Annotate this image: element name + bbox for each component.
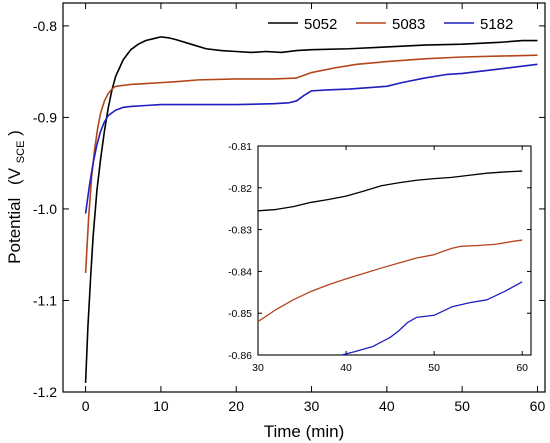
y-axis-title-main: Potential	[5, 198, 24, 264]
main-xtick-label: 10	[153, 398, 169, 414]
legend-label-5052: 5052	[304, 16, 337, 33]
main-xtick-label: 30	[304, 398, 320, 414]
x-axis-title: Time (min)	[264, 422, 345, 441]
main-ytick-label: -0.9	[33, 109, 57, 125]
main-series-lines	[84, 36, 538, 383]
main-axis-ticks: 0 10 20 30 40 50 60 -1.2 -1.1 -1.0 -0.9 -0.8	[33, 3, 546, 414]
inset-xtick-label: 30	[252, 362, 264, 374]
inset-series-5182	[341, 281, 523, 356]
main-ytick-label: -0.8	[33, 18, 57, 34]
inset-ytick-label: -0.83	[228, 225, 252, 237]
main-plot-frame	[62, 2, 546, 393]
inset-axis-ticks: 30 40 50 60 -0.86 -0.85 -0.84 -0.83 -0.82 -0.81	[228, 141, 531, 374]
y-axis-title-unit-subscript: SCE	[15, 141, 27, 164]
main-ytick-label: -1.1	[33, 292, 57, 308]
inset-xtick-label: 40	[340, 362, 352, 374]
y-axis-title-unit-open: (V	[5, 167, 24, 185]
main-xtick-label: 60	[530, 398, 546, 414]
inset-ytick-label: -0.84	[228, 266, 252, 278]
inset-ytick-label: -0.81	[228, 141, 252, 153]
main-xtick-label: 40	[379, 398, 395, 414]
legend: 5052 5083 5182	[268, 16, 513, 33]
main-series-5083	[84, 54, 538, 274]
legend-label-5182: 5182	[480, 16, 513, 33]
inset-xtick-label: 60	[516, 362, 528, 374]
inset-series-5083	[257, 239, 523, 323]
main-ytick-label: -1.2	[33, 384, 57, 400]
inset-background	[258, 146, 531, 355]
main-xtick-label: 0	[82, 398, 90, 414]
main-xtick-label: 20	[228, 398, 244, 414]
y-axis-title-unit-close: )	[5, 130, 24, 136]
main-xtick-label: 50	[454, 398, 470, 414]
main-series-5182	[84, 63, 538, 214]
inset-ytick-label: -0.82	[228, 183, 252, 195]
inset-plot-frame	[257, 145, 532, 356]
legend-label-5083: 5083	[392, 16, 425, 33]
main-ytick-label: -1.0	[33, 201, 57, 217]
inset-xtick-label: 50	[428, 362, 440, 374]
main-series-5052	[84, 36, 538, 383]
y-axis-title: Potential (V SCE )	[5, 130, 28, 264]
inset-ytick-label: -0.85	[228, 308, 252, 320]
inset-series-lines	[257, 170, 523, 356]
inset-ytick-label: -0.86	[228, 350, 252, 362]
inset-series-5052	[257, 170, 523, 212]
